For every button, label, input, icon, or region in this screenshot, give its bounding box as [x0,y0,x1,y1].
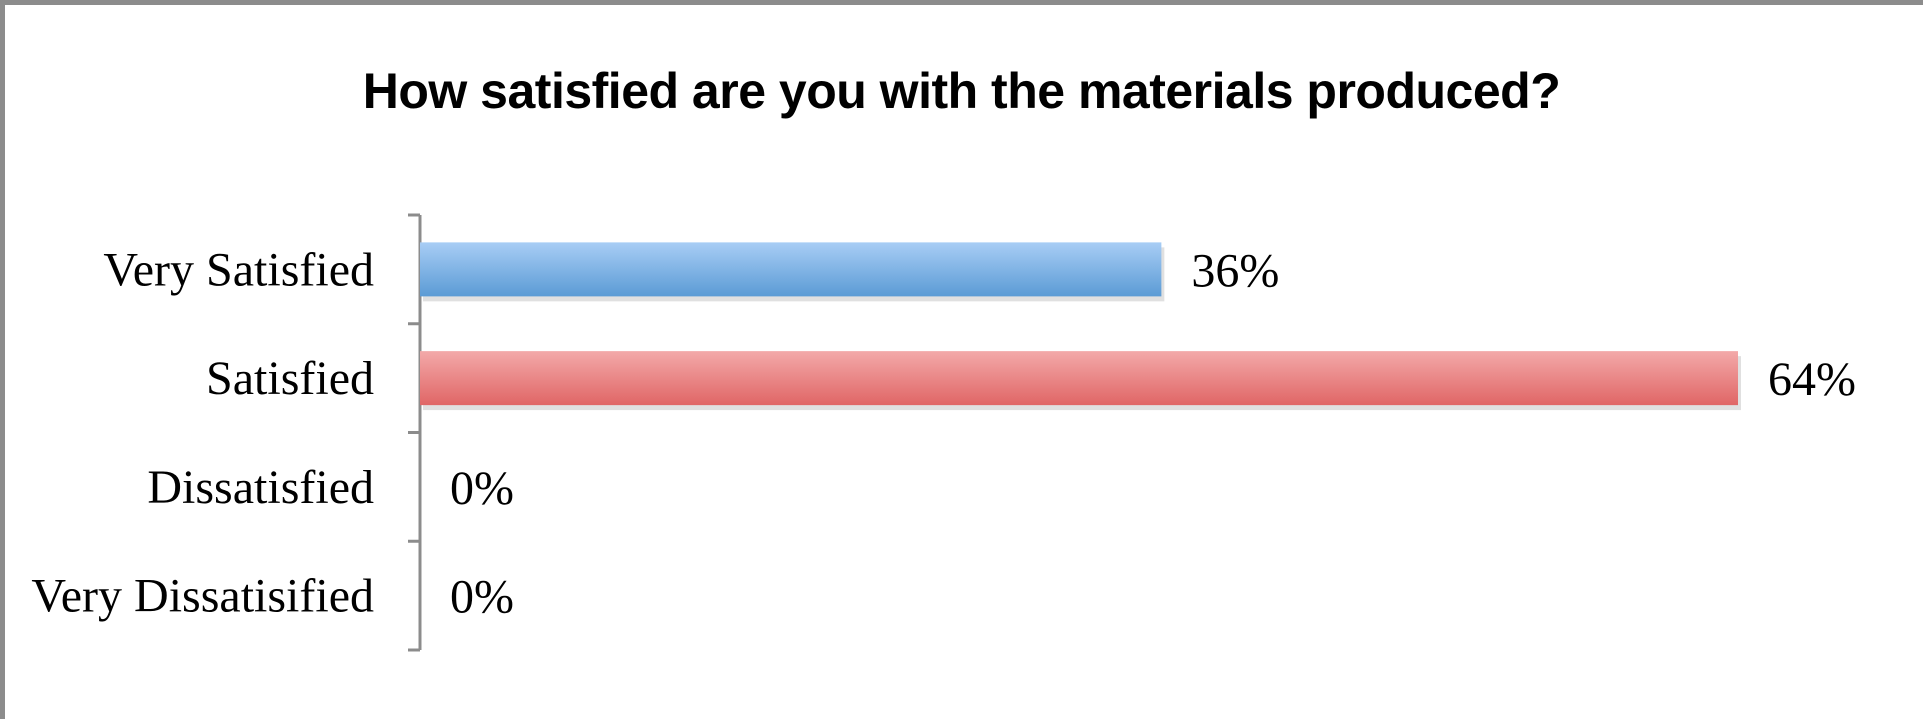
category-label: Satisfied [206,352,374,405]
data-label: 0% [450,571,514,624]
category-label: Very Satisfied [103,243,374,296]
data-label: 0% [450,462,514,515]
bar-very-satisfied [420,242,1162,297]
category-label: Dissatisfied [147,461,374,514]
data-label: 64% [1768,353,1856,406]
chart-title: How satisfied are you with the materials… [362,63,1561,119]
bar-satisfied [420,351,1738,406]
data-label: 36% [1191,244,1279,297]
category-label: Very Dissatisified [31,570,374,623]
